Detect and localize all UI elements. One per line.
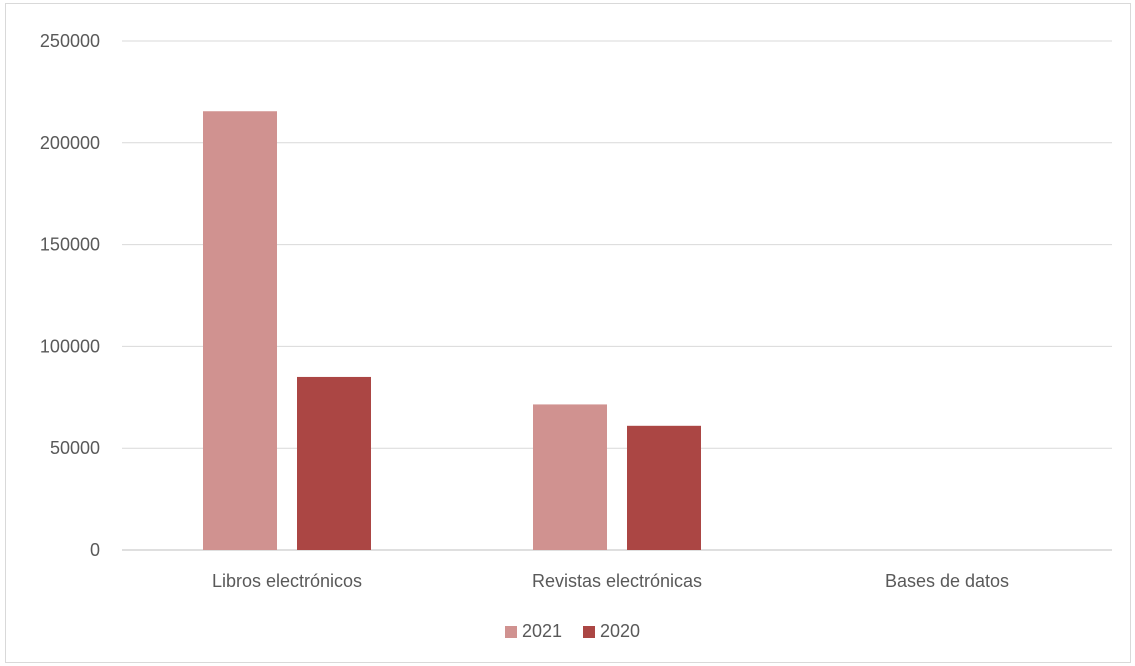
bar-2020-1: [297, 376, 371, 550]
legend-label: 2021: [522, 621, 562, 641]
legend: 2021 2020: [505, 621, 640, 641]
y-tick-label: 0: [90, 540, 100, 560]
x-tick-label: Revistas electrónicas: [532, 571, 702, 591]
legend-swatch-2020: [583, 626, 595, 638]
legend-swatch-2021: [505, 626, 517, 638]
chart-frame: [5, 3, 1131, 663]
y-tick-label: 100000: [40, 336, 100, 356]
x-tick-label: Libros electrónicos: [212, 571, 362, 591]
y-tick-label: 250000: [40, 31, 100, 51]
bar-2020-2: [627, 425, 701, 550]
bar-2021-2: [533, 404, 607, 550]
y-tick-label: 150000: [40, 235, 100, 255]
y-tick-label: 50000: [50, 438, 100, 458]
x-axis-ticks: Libros electrónicos Revistas electrónicas…: [212, 571, 1009, 591]
legend-label: 2020: [600, 621, 640, 641]
gridlines: [122, 40, 1112, 551]
bar-2021-1: [203, 111, 277, 550]
y-axis-ticks: 0 50000 100000 150000 200000 250000: [40, 31, 100, 560]
x-tick-label: Bases de datos: [885, 571, 1009, 591]
y-tick-label: 200000: [40, 133, 100, 153]
bars: [203, 111, 701, 550]
